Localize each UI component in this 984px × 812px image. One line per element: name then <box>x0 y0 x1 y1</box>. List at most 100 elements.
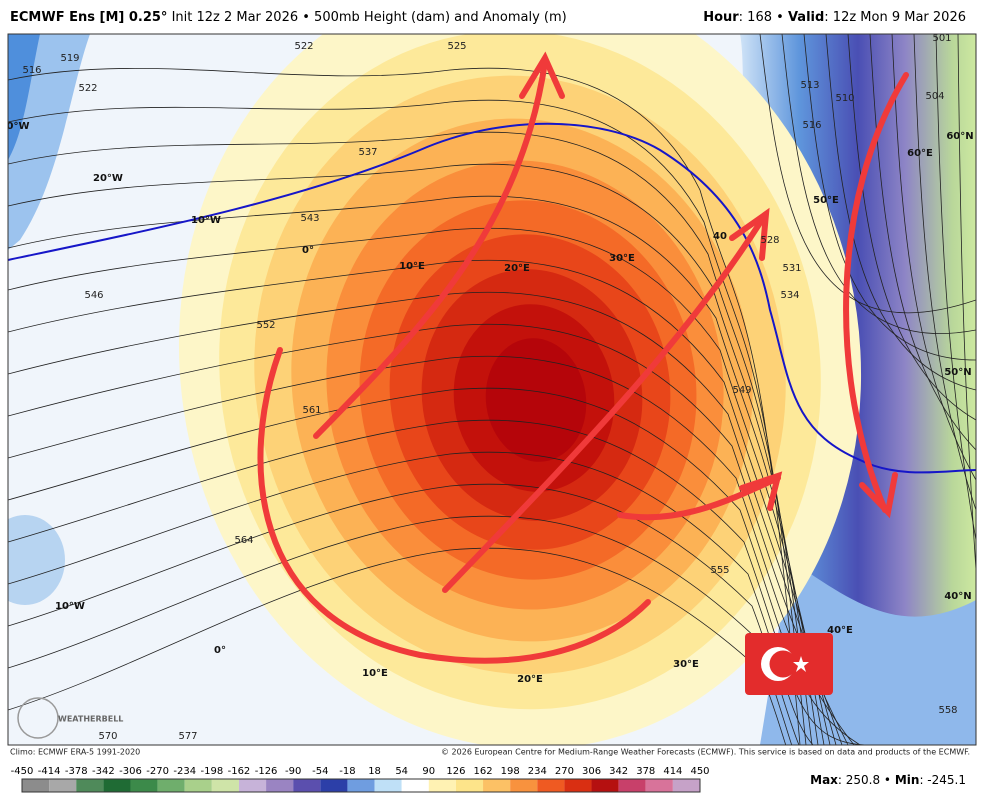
colorbar-swatch <box>320 779 348 792</box>
contour-label: 519 <box>60 53 79 64</box>
colorbar-swatch <box>483 779 511 792</box>
arrow-head <box>519 51 565 99</box>
watermark: WEATHERBELL <box>58 715 123 724</box>
contour-label: 543 <box>300 213 319 224</box>
colorbar-label: -126 <box>255 766 278 777</box>
colorbar-swatch <box>184 779 212 792</box>
logo <box>17 697 59 739</box>
min-value: : -245.1 <box>919 773 966 787</box>
colorbar-swatch <box>455 779 484 792</box>
colorbar-swatch <box>537 779 565 792</box>
grid-label: 10°E <box>399 261 425 272</box>
contour <box>847 34 976 421</box>
colorbar-label: 162 <box>473 766 492 777</box>
contour <box>8 547 890 745</box>
contour <box>8 291 843 745</box>
grid-label: 40°N <box>944 591 971 602</box>
hour-valid: Hour: 168 • Valid: 12z Mon 9 Mar 2026 <box>703 10 966 25</box>
grid-label: 40°E <box>827 625 853 636</box>
flag-star <box>793 656 809 672</box>
contour <box>8 131 813 745</box>
colorbar-label: 450 <box>690 766 709 777</box>
contour-label: 522 <box>78 83 97 94</box>
contour-label: 516 <box>802 120 821 131</box>
colorbar-swatch <box>130 779 158 792</box>
valid-value: : 12z Mon 9 Mar 2026 <box>824 10 966 25</box>
contour <box>803 34 976 361</box>
contour-552 <box>8 122 976 474</box>
contour-label: 549 <box>732 385 751 396</box>
colorbar-label: 306 <box>582 766 601 777</box>
contour <box>8 451 872 745</box>
colorbar-swatch <box>347 779 375 792</box>
colorbar-swatch <box>266 779 294 792</box>
colorbar-swatch <box>591 779 619 792</box>
contour <box>781 34 976 335</box>
grid-label: 20°W <box>93 173 123 184</box>
colorbar-swatch <box>645 779 673 792</box>
colorbar-swatch <box>428 779 456 792</box>
colorbar-label: -234 <box>173 766 196 777</box>
contour-label: 558 <box>938 705 957 716</box>
max-value: : 250.8 • <box>838 773 891 787</box>
contour <box>8 355 855 745</box>
arrow-head <box>739 471 783 511</box>
colorbar-swatch <box>401 779 429 792</box>
contour-label: 577 <box>178 731 197 742</box>
contour <box>759 34 976 314</box>
colorbar-swatch <box>76 779 104 792</box>
contour-label: 504 <box>925 91 944 102</box>
map-labels: 522 525 519 516 522 537 543 546 552 561 564 570 577 5… <box>8 33 974 742</box>
colorbar-label: 342 <box>609 766 628 777</box>
contour-label: 531 <box>782 263 801 274</box>
max-min: Max: 250.8 • Min: -245.1 <box>810 773 966 787</box>
grid-label: 50°N <box>944 367 971 378</box>
contour-label: 522 <box>294 41 313 52</box>
colorbar-label: -162 <box>228 766 251 777</box>
map-frame <box>7 33 977 746</box>
colorbar-swatch <box>157 779 185 792</box>
grid-label: 60°E <box>907 148 933 159</box>
contour <box>8 163 819 745</box>
cold-area <box>760 560 976 745</box>
contour <box>869 34 976 451</box>
contour <box>8 483 878 745</box>
anomaly-band <box>485 338 587 462</box>
copyright: © 2026 European Centre for Medium-Range … <box>441 748 970 757</box>
arrow-head <box>859 472 898 519</box>
contour <box>935 34 976 541</box>
contour <box>8 323 849 745</box>
colorbar-swatch <box>510 779 538 792</box>
arrow <box>257 347 651 664</box>
colorbar-label: 378 <box>636 766 655 777</box>
grid-label: 50°E <box>813 195 839 206</box>
valid-label: Valid <box>788 10 824 25</box>
contour-label: 570 <box>98 731 117 742</box>
grid-label: 0° <box>214 645 226 656</box>
colorbar-swatch <box>618 779 646 792</box>
colorbar-swatch <box>564 779 592 792</box>
arrow <box>442 212 768 593</box>
colorbar-label: -198 <box>200 766 223 777</box>
colorbar-label: -54 <box>312 766 328 777</box>
max-label: Max <box>810 773 838 787</box>
contour-label: 552 <box>256 320 275 331</box>
colorbar-label: 270 <box>555 766 574 777</box>
grid-label: 10°W <box>55 601 85 612</box>
colorbar-label: 18 <box>368 766 381 777</box>
contour-label: 534 <box>780 290 799 301</box>
arrow <box>313 59 548 439</box>
colorbar-swatch <box>49 779 77 792</box>
colorbar-label: -18 <box>339 766 355 777</box>
grid-label: 10°W <box>191 215 221 226</box>
colorbar-swatch <box>672 779 700 792</box>
contour <box>8 99 807 745</box>
grid-label: 30°E <box>609 253 635 264</box>
colorbar-swatch <box>238 779 267 792</box>
colorbar-label: -270 <box>146 766 169 777</box>
contour <box>957 34 976 571</box>
hour-value: : 168 • <box>739 10 784 25</box>
contour-label: 501 <box>932 33 951 44</box>
